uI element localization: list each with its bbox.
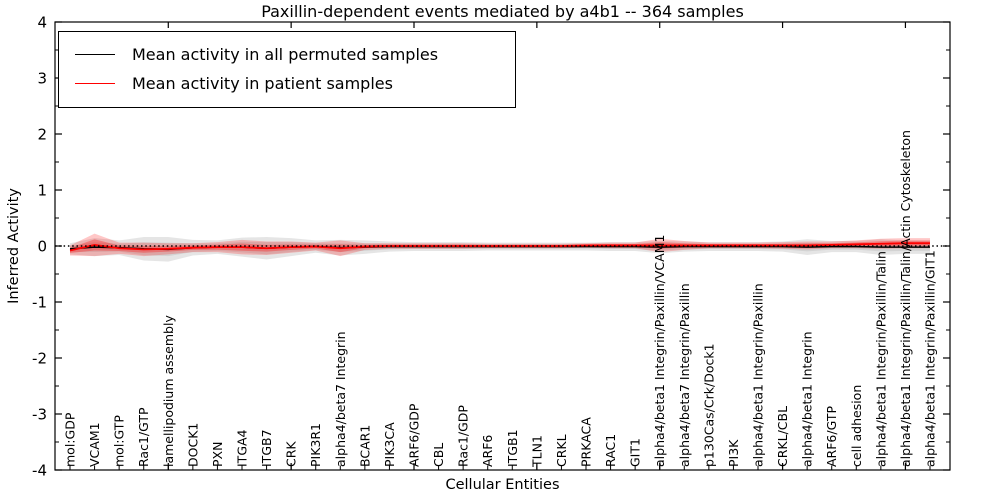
legend-line-permuted-icon — [75, 54, 115, 55]
x-tick-label: BCAR1 — [357, 425, 372, 467]
x-tick-label: alpha4/beta1 Integrin — [800, 331, 815, 467]
x-tick-label: alpha4/beta1 Integrin/Paxillin/VCAM1 — [652, 235, 667, 467]
legend-label-permuted: Mean activity in all permuted samples — [132, 45, 439, 64]
x-tick-label: CBL — [431, 443, 446, 467]
x-tick-label: PI3K — [726, 439, 741, 467]
x-tick-label: Rac1/GTP — [136, 407, 151, 467]
x-tick-label: TLN1 — [529, 435, 544, 468]
x-tick-label: cell adhesion — [849, 385, 864, 467]
x-tick-label: GIT1 — [628, 438, 643, 467]
x-tick-label: alpha4/beta7 Integrin/Paxillin — [677, 283, 692, 467]
y-tick-label: -4 — [32, 462, 47, 480]
x-tick-label: ITGA4 — [235, 429, 250, 467]
y-tick-label: -3 — [32, 406, 47, 424]
legend-entry-permuted: Mean activity in all permuted samples — [59, 40, 515, 69]
legend-label-patient: Mean activity in patient samples — [132, 74, 393, 93]
y-tick-label: -1 — [32, 294, 47, 312]
x-tick-label: ITGB1 — [505, 429, 520, 467]
x-tick-label: mol:GDP — [63, 412, 78, 467]
chart-title: Paxillin-dependent events mediated by a4… — [261, 2, 744, 21]
legend: Mean activity in all permuted samples Me… — [58, 31, 516, 108]
y-tick-label: 3 — [37, 70, 47, 88]
y-tick-label: 4 — [37, 14, 47, 32]
x-tick-label: alpha4/beta7 Integrin — [333, 331, 348, 467]
x-tick-label: Rac1/GDP — [456, 405, 471, 467]
x-tick-label: VCAM1 — [87, 422, 102, 467]
permuted-std-band — [70, 237, 930, 262]
x-tick-label: CRKL/CBL — [775, 406, 790, 467]
x-axis-label: Cellular Entities — [445, 477, 560, 493]
x-tick-label: PRKACA — [579, 417, 594, 467]
x-tick-label: lamellipodium assembly — [161, 315, 176, 467]
x-tick-label: PIK3R1 — [308, 423, 323, 467]
y-tick-label: 1 — [37, 182, 47, 200]
x-tick-label: PXN — [210, 442, 225, 467]
x-tick-label: PIK3CA — [382, 422, 397, 467]
x-tick-label: ARF6/GDP — [407, 403, 422, 467]
x-tick-label: mol:GTP — [112, 415, 127, 467]
x-tick-label: ARF6/GTP — [824, 406, 839, 467]
x-tick-label: alpha4/beta1 Integrin/Paxillin — [751, 283, 766, 467]
x-tick-label: RAC1 — [603, 434, 618, 467]
x-tick-label: alpha4/beta1 Integrin/Paxillin/Talin/Act… — [898, 130, 913, 467]
y-tick-label: -2 — [32, 350, 47, 368]
patient-std-band — [70, 233, 930, 257]
y-axis-label: Inferred Activity — [6, 188, 22, 304]
x-tick-label: ARF6 — [480, 435, 495, 467]
legend-entry-patient: Mean activity in patient samples — [59, 69, 515, 98]
x-tick-label: CRK — [284, 441, 299, 467]
x-tick-label: alpha4/beta1 Integrin/Paxillin/GIT1 — [923, 250, 938, 467]
x-tick-label: p130Cas/Crk/Dock1 — [701, 343, 716, 467]
legend-line-patient-icon — [75, 83, 115, 84]
x-tick-label: CRKL — [554, 434, 569, 467]
y-tick-label: 0 — [37, 238, 47, 256]
y-tick-label: 2 — [37, 126, 47, 144]
x-tick-label: DOCK1 — [185, 423, 200, 467]
x-tick-label: ITGB7 — [259, 429, 274, 467]
x-tick-label: alpha4/beta1 Integrin/Paxillin/Talin — [873, 251, 888, 467]
